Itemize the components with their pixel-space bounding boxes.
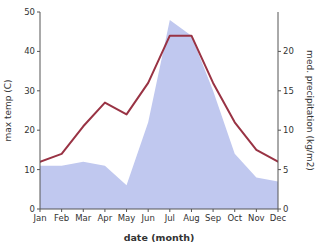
- x-axis: [40, 209, 278, 210]
- y-tick-label: 20: [24, 125, 35, 135]
- x-axis-label: date (month): [124, 232, 195, 243]
- y-tick: [37, 130, 40, 131]
- y-tick-label: 50: [24, 7, 35, 17]
- x-tick: [126, 209, 127, 212]
- y2-tick-label: 5: [283, 165, 288, 175]
- x-tick: [213, 209, 214, 212]
- y2-tick-label: 0: [283, 204, 288, 214]
- x-tick-label: Jul: [164, 213, 175, 223]
- chart: JanFebMarAprMayJunJulAugSepOctNovDec0102…: [0, 0, 318, 247]
- y-axis: [40, 12, 41, 209]
- x-tick: [191, 209, 192, 212]
- y2-tick-label: 20: [283, 46, 294, 56]
- y-tick: [37, 90, 40, 91]
- y2-tick: [278, 169, 281, 170]
- x-tick-label: Oct: [227, 213, 242, 223]
- area: [40, 20, 278, 209]
- y-tick: [37, 12, 40, 13]
- y-tick-label: 30: [24, 86, 35, 96]
- line: [40, 36, 278, 162]
- y2-tick: [278, 90, 281, 91]
- y2-axis: [278, 12, 279, 209]
- x-tick: [256, 209, 257, 212]
- x-tick: [61, 209, 62, 212]
- x-tick-label: Dec: [270, 213, 287, 223]
- y-tick: [37, 169, 40, 170]
- y2-tick: [278, 209, 281, 210]
- y2-tick-label: 15: [283, 86, 294, 96]
- x-tick-label: Jun: [141, 213, 155, 223]
- x-tick-label: Sep: [205, 213, 221, 223]
- y-tick: [37, 51, 40, 52]
- x-tick-label: Jan: [32, 213, 46, 223]
- x-tick: [104, 209, 105, 212]
- x-tick-label: May: [118, 213, 136, 223]
- y-tick: [37, 209, 40, 210]
- y-axis-label: max temp (C): [3, 79, 13, 141]
- x-tick-label: Apr: [98, 213, 113, 223]
- y-tick-label: 10: [24, 165, 35, 175]
- y2-tick: [278, 51, 281, 52]
- y2-tick: [278, 130, 281, 131]
- x-tick-label: Nov: [248, 213, 265, 223]
- y2-axis-label: med. precipitation (kg/m2): [305, 50, 315, 171]
- x-tick: [148, 209, 149, 212]
- background: [0, 0, 318, 247]
- plot-area: [40, 20, 278, 209]
- y2-tick-label: 10: [283, 125, 294, 135]
- x-tick-label: Mar: [75, 213, 92, 223]
- x-tick-label: Feb: [54, 213, 69, 223]
- x-tick: [169, 209, 170, 212]
- x-tick: [234, 209, 235, 212]
- x-tick: [83, 209, 84, 212]
- y-tick-label: 0: [30, 204, 35, 214]
- y-tick-label: 40: [24, 46, 35, 56]
- x-tick-label: Aug: [183, 213, 200, 223]
